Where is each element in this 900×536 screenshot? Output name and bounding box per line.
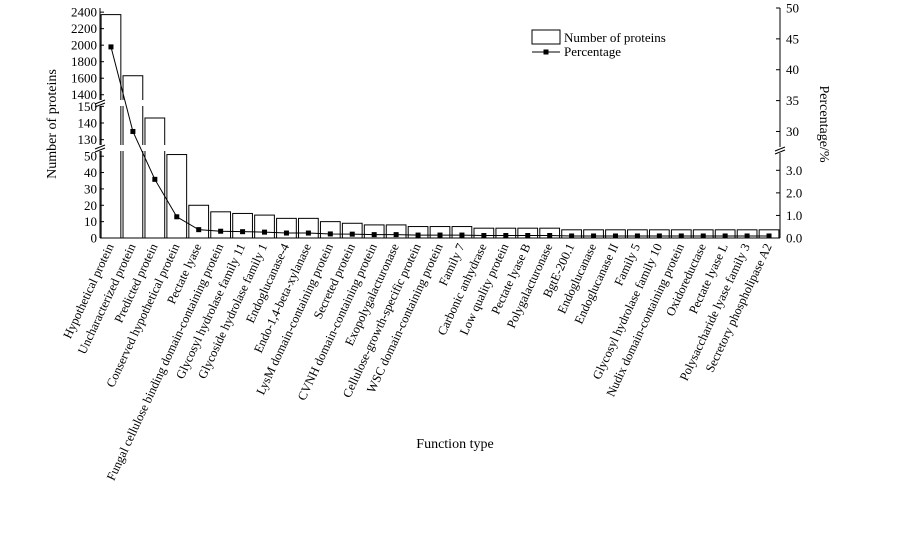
percentage-point [415, 232, 421, 238]
percentage-point [591, 233, 597, 239]
legend-label-bars: Number of proteins [564, 30, 666, 45]
left-tick-label: 1400 [71, 87, 97, 102]
left-tick-label: 10 [84, 214, 97, 229]
left-tick-label: 0 [91, 231, 98, 246]
bars-layer [98, 14, 782, 239]
left-tick-label: 150 [78, 99, 98, 114]
left-tick-label: 2200 [71, 21, 97, 36]
percentage-point [130, 128, 136, 134]
right-tick-label: 1.0 [786, 208, 802, 223]
right-axis-break-mark [774, 146, 786, 152]
percentage-point [240, 229, 246, 235]
bar [188, 204, 210, 239]
right-tick-label: 40 [786, 62, 799, 77]
percentage-point [371, 232, 377, 238]
legend: Number of proteins Percentage [531, 29, 666, 59]
percentage-point [612, 233, 618, 239]
left-tick-label: 2000 [71, 38, 97, 53]
axis-break-gap [98, 145, 782, 151]
percentage-point [503, 233, 509, 239]
right-tick-label: 0.0 [786, 231, 802, 246]
percentage-point [108, 44, 114, 50]
left-axis-break-mark [94, 144, 106, 150]
percentage-point [459, 232, 465, 238]
percentage-point [349, 231, 355, 237]
x-axis-title: Function type [416, 437, 493, 452]
percentage-point [262, 229, 268, 235]
left-tick-label: 20 [84, 198, 97, 213]
tick-labels-layer: 0102030405013014015014001600180020002200… [71, 1, 802, 246]
percentage-point [678, 233, 684, 239]
percentage-point [700, 233, 706, 239]
left-tick-label: 130 [78, 132, 98, 147]
left-axis-break-mark [94, 147, 106, 153]
percentage-point [547, 233, 553, 239]
percentage-point [327, 231, 333, 237]
y2-axis-title: Percentage/% [816, 86, 831, 163]
percentage-point [766, 233, 772, 239]
axes-layer [94, 8, 786, 239]
percentage-point [437, 232, 443, 238]
left-tick-label: 1800 [71, 54, 97, 69]
left-tick-label: 140 [78, 116, 98, 131]
bar [210, 211, 232, 239]
right-tick-label: 2.0 [786, 185, 802, 200]
legend-bar-swatch [531, 29, 561, 45]
right-axis-break-mark [774, 149, 786, 155]
percentage-point [196, 227, 202, 233]
percentage-point [569, 233, 575, 239]
percentage-point [634, 233, 640, 239]
bar [166, 154, 188, 239]
left-tick-label: 2400 [71, 5, 97, 20]
percentage-point [174, 214, 180, 220]
percentage-point [152, 176, 158, 182]
y-axis-title: Number of proteins [45, 69, 60, 179]
left-axis-break-mark [94, 99, 106, 105]
left-axis-break-mark [94, 102, 106, 108]
percentage-point [283, 230, 289, 236]
left-tick-label: 40 [84, 165, 97, 180]
right-tick-label: 35 [786, 93, 799, 108]
percentage-point [525, 233, 531, 239]
percentage-point [305, 230, 311, 236]
left-tick-label: 1600 [71, 71, 97, 86]
right-tick-label: 50 [786, 1, 799, 16]
right-tick-label: 3.0 [786, 163, 802, 178]
legend-line-marker [543, 49, 549, 55]
axis-break-gap [98, 100, 782, 106]
right-tick-label: 45 [786, 31, 799, 46]
percentage-line [110, 46, 770, 237]
left-tick-label: 30 [84, 181, 97, 196]
left-tick-label: 50 [84, 149, 97, 164]
percentage-point [481, 233, 487, 239]
percentage-line-layer [108, 44, 772, 239]
bar [232, 212, 253, 239]
percentage-point [393, 232, 399, 238]
percentage-point [722, 233, 728, 239]
percentage-point [744, 233, 750, 239]
legend-label-line: Percentage [564, 44, 621, 59]
percentage-point [218, 228, 224, 234]
right-tick-label: 30 [786, 124, 799, 139]
percentage-point [656, 233, 662, 239]
